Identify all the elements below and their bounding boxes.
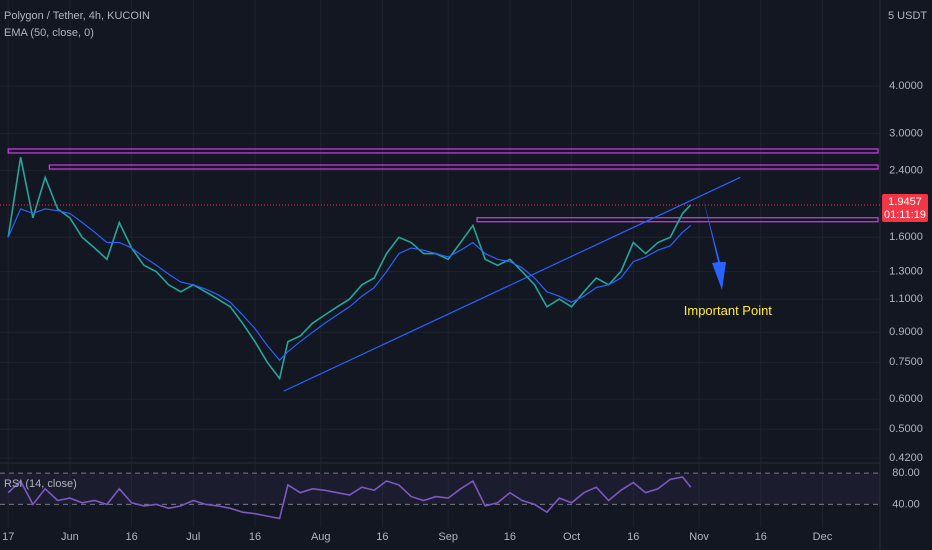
series-line (7, 208, 692, 362)
unit-label: 5 USDT (888, 10, 927, 22)
x-tick-label: Aug (311, 531, 331, 543)
y-tick-label: 4.0000 (889, 80, 923, 92)
y-tick-label: 0.4200 (889, 452, 923, 464)
x-tick-label: 16 (249, 531, 261, 543)
x-tick-label: 16 (376, 531, 388, 543)
x-tick-label: 16 (755, 531, 767, 543)
x-tick-label: Jun (61, 531, 79, 543)
y-tick-label: 1.1000 (889, 293, 923, 305)
x-tick-label: Sep (438, 531, 458, 543)
y-tick-label: 0.7500 (889, 356, 923, 368)
series-line (7, 476, 692, 520)
x-tick-label: Nov (689, 531, 709, 543)
x-tick-label: Jul (186, 531, 200, 543)
resistance-level (48, 164, 879, 170)
y-tick-label: 0.5000 (889, 423, 923, 435)
y-tick-label: 40.00 (892, 498, 920, 510)
y-tick-label: 80.00 (892, 467, 920, 479)
plot-layer (0, 0, 880, 527)
x-tick-label: 16 (627, 531, 639, 543)
x-tick-label: 17 (2, 531, 14, 543)
x-tick-label: 16 (504, 531, 516, 543)
series-line (7, 157, 692, 381)
chart-title: Polygon / Tether, 4h, KUCOIN (4, 10, 150, 22)
countdown-label: 01:11:19 (884, 209, 926, 221)
indicator-label: EMA (50, close, 0) (4, 27, 94, 39)
y-tick-label: 1.6000 (889, 231, 923, 243)
last-price-box (882, 194, 928, 223)
trendline (283, 176, 741, 392)
last-price-label: 1.9457 (888, 196, 922, 208)
y-tick-label: 0.9000 (889, 326, 923, 338)
y-tick-label: 1.3000 (889, 265, 923, 277)
resistance-level (7, 148, 879, 154)
y-tick-label: 0.6000 (889, 393, 923, 405)
x-tick-label: Oct (563, 531, 580, 543)
x-tick-label: Dec (813, 531, 833, 543)
arrow (703, 198, 726, 290)
annotation: Important Point (684, 303, 773, 318)
x-tick-label: 16 (125, 531, 137, 543)
rsi-band (0, 473, 880, 505)
y-tick-label: 2.4000 (889, 164, 923, 176)
y-tick-label: 3.0000 (889, 127, 923, 139)
rsi-title: RSI (14, close) (4, 478, 77, 490)
